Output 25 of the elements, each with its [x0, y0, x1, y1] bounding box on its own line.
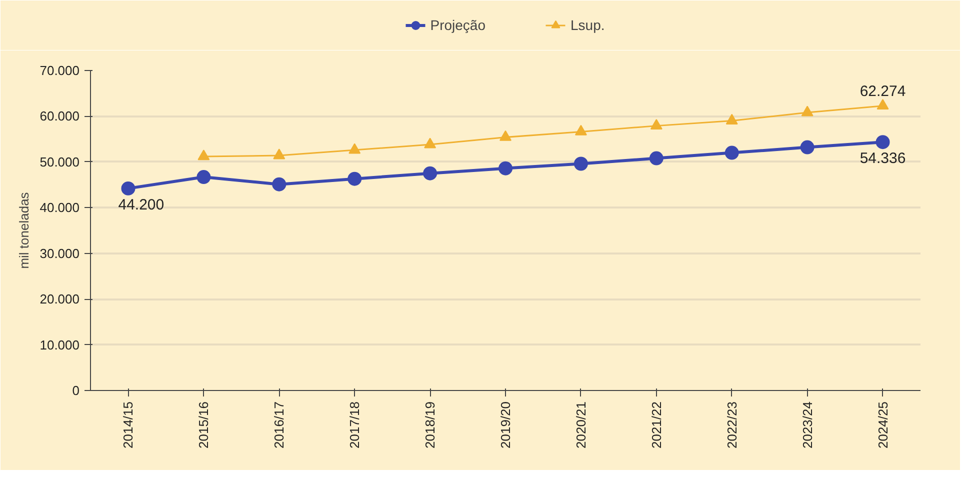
- y-tick-label: 0: [72, 383, 80, 398]
- y-tick-label: 10.000: [40, 337, 80, 352]
- x-tick-label: 2018/19: [422, 401, 438, 448]
- x-tick-label: 2020/21: [573, 401, 588, 448]
- y-tick-label: 50.000: [40, 154, 80, 170]
- y-tick-label: 60.000: [40, 108, 80, 124]
- data-label: 44.200: [118, 196, 164, 214]
- x-tick-label: 2016/17: [272, 401, 287, 448]
- x-tick-label: 2022/23: [724, 401, 740, 448]
- y-axis-title: mil toneladas: [16, 192, 32, 269]
- x-tick-label: 2015/16: [196, 401, 212, 448]
- x-tick-label: 2014/15: [120, 401, 136, 448]
- y-tick-label: 70.000: [40, 63, 80, 78]
- x-tick-label: 2021/22: [648, 401, 664, 448]
- data-label: 62.274: [860, 82, 906, 100]
- x-tick-label: 2017/18: [347, 401, 362, 448]
- x-tick-label: 2019/20: [498, 401, 513, 448]
- data-label: 54.336: [860, 150, 906, 168]
- x-tick-label: 2023/24: [800, 401, 815, 448]
- legend-label: Lsup.: [570, 17, 605, 33]
- legend-label: Projeção: [430, 17, 486, 33]
- y-tick-label: 40.000: [40, 200, 80, 216]
- y-tick-label: 30.000: [40, 246, 80, 261]
- y-tick-label: 20.000: [40, 292, 80, 307]
- x-tick-label: 2024/25: [875, 401, 890, 448]
